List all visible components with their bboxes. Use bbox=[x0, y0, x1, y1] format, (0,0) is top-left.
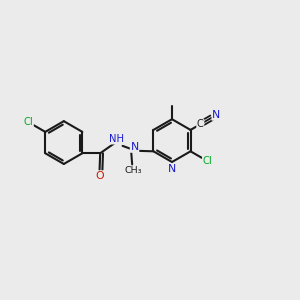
Text: N: N bbox=[168, 164, 176, 174]
Text: CH₃: CH₃ bbox=[124, 167, 142, 176]
Text: C: C bbox=[197, 119, 204, 129]
Text: Cl: Cl bbox=[202, 156, 212, 166]
Text: O: O bbox=[95, 171, 104, 181]
Text: N: N bbox=[212, 110, 220, 120]
Text: N: N bbox=[130, 142, 139, 152]
Text: NH: NH bbox=[109, 134, 124, 144]
Text: Cl: Cl bbox=[23, 117, 33, 127]
